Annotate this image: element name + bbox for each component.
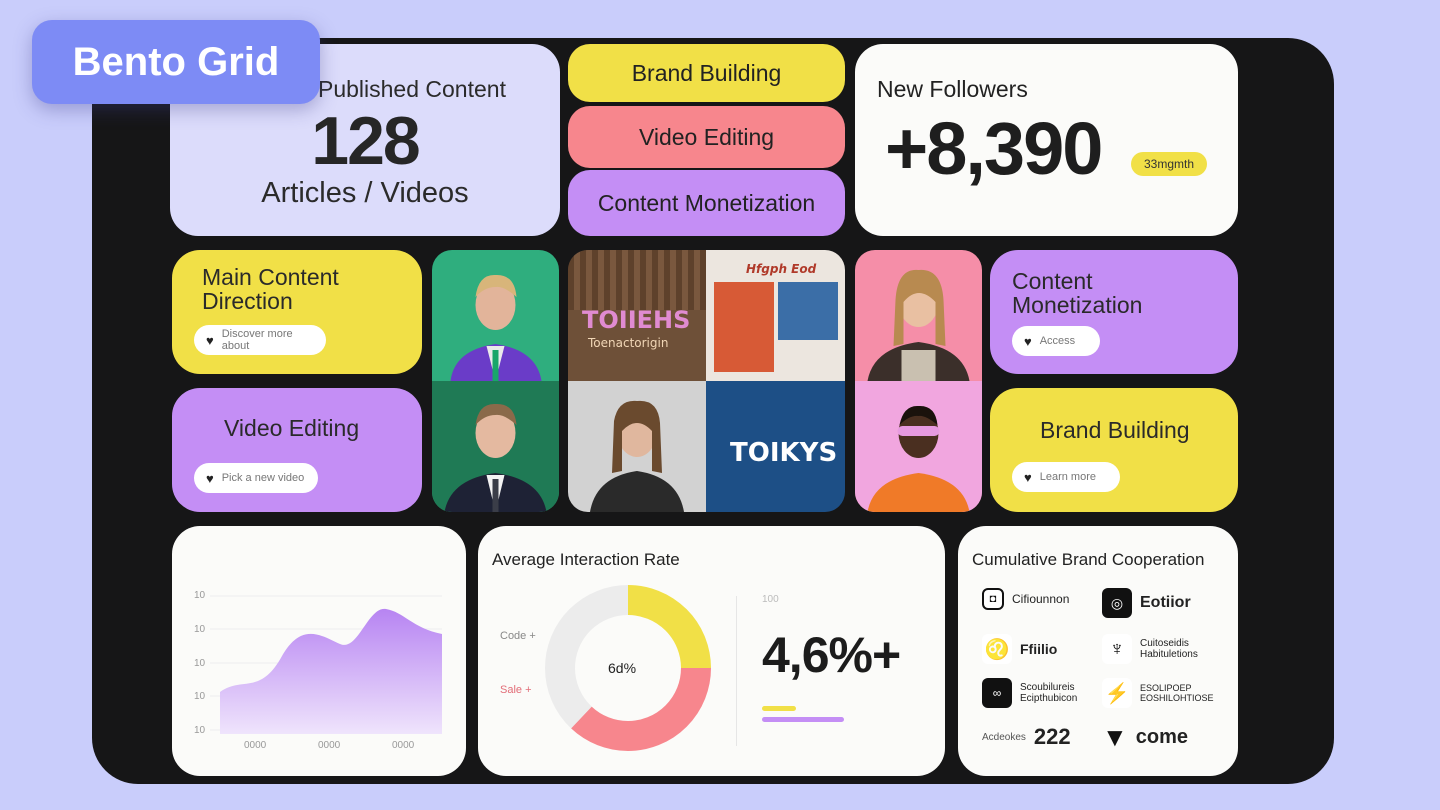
brand-logo: ▼ come bbox=[1102, 722, 1188, 752]
instagram-icon: ◎ bbox=[1102, 588, 1132, 618]
glasses-icon: ∞ bbox=[982, 678, 1012, 708]
followers-value: +8,390 bbox=[885, 107, 1103, 190]
brand-cooperation-card: Cumulative Brand Cooperation ◘ Cifiounno… bbox=[958, 526, 1238, 776]
brand-logo: Acdeokes 222 bbox=[982, 724, 1071, 749]
person-illustration bbox=[867, 269, 969, 381]
brand-logo: ∞ Scoubilureis Ecipthubicon bbox=[982, 678, 1090, 708]
content-monetization-chip[interactable]: ♥ Access bbox=[1012, 326, 1100, 356]
main-direction-chip[interactable]: ♥ Discover more about bbox=[194, 325, 326, 355]
x-tick: 0000 bbox=[244, 740, 267, 751]
content-mosaic: TOIIEHS Toenactorigin Hfgph Eod TOIKYS bbox=[568, 250, 845, 512]
brand-logo: ⚡ ESOLIPOEP EOSHILOHTIOSE bbox=[1102, 678, 1214, 708]
area-chart bbox=[210, 595, 442, 734]
person-illustration bbox=[590, 400, 684, 512]
donut-chart bbox=[545, 585, 711, 751]
person-illustration bbox=[450, 274, 541, 381]
interaction-title: Average Interaction Rate bbox=[492, 550, 680, 569]
brand-building-chip[interactable]: ♥ Learn more bbox=[1012, 462, 1120, 492]
video-editing-chip[interactable]: ♥ Pick a new video bbox=[194, 463, 318, 493]
chip-text: Discover more about bbox=[221, 328, 293, 352]
yellow-bar bbox=[762, 706, 796, 711]
donut-slice-pink bbox=[545, 585, 711, 751]
y-tick: 10 bbox=[194, 624, 206, 635]
lion-icon: ♌ bbox=[982, 634, 1012, 664]
brand-logo: ◘ Cifiounnon bbox=[982, 588, 1069, 610]
person-illustration bbox=[867, 405, 969, 512]
poster-subtitle: Toenactorigin bbox=[588, 336, 669, 350]
heart-icon: ♥ bbox=[206, 332, 214, 348]
bolt-icon: ⚡ bbox=[1102, 678, 1132, 708]
brand-logo: ♌ Ffiilio bbox=[982, 634, 1057, 664]
chip-text: Pick a new video bbox=[221, 472, 305, 484]
pill-brand-building[interactable]: Brand Building bbox=[568, 44, 845, 102]
video-editing-label: Video Editing bbox=[224, 415, 360, 441]
y-tick: 10 bbox=[194, 725, 206, 736]
brands-title: Cumulative Brand Cooperation bbox=[972, 550, 1205, 569]
brand-logo: ♆ Cuitoseidis Habituletions bbox=[1102, 634, 1210, 664]
main-direction-label: Main Content Direction bbox=[202, 264, 339, 314]
small-label: 100 bbox=[762, 594, 779, 605]
heart-icon: ♥ bbox=[1024, 333, 1032, 349]
person-illustration bbox=[444, 403, 546, 512]
portrait-woman-pink bbox=[855, 250, 982, 512]
legend-sale: Sale + bbox=[500, 684, 532, 696]
y-tick: 10 bbox=[194, 590, 206, 601]
pill-video-editing[interactable]: Video Editing bbox=[568, 106, 845, 168]
followers-title: New Followers bbox=[877, 76, 1028, 102]
heart-icon: ♥ bbox=[206, 470, 214, 486]
published-subtitle: Articles / Videos bbox=[261, 177, 469, 209]
heart-icon: ♥ bbox=[1024, 469, 1032, 485]
video-editing-card[interactable]: Video Editing ♥ Pick a new video bbox=[172, 388, 422, 512]
y-tick: 10 bbox=[194, 658, 206, 669]
main-direction-card[interactable]: Main Content Direction ♥ Discover more a… bbox=[172, 250, 422, 374]
donut-slice-gray bbox=[545, 585, 711, 751]
poster-title: TOIIEHS bbox=[582, 306, 691, 334]
shield-icon: ▼ bbox=[1102, 722, 1128, 752]
x-tick: 0000 bbox=[392, 740, 415, 751]
followers-tag: 33mgmth bbox=[1131, 152, 1207, 176]
brand-building-card[interactable]: Brand Building ♥ Learn more bbox=[990, 388, 1238, 512]
brand-logo: ◎ Eotiior bbox=[1102, 588, 1191, 618]
crest-icon: ♆ bbox=[1102, 634, 1132, 664]
area-series bbox=[220, 608, 442, 734]
interaction-value: 4,6%+ bbox=[762, 627, 901, 683]
chip-text: Learn more bbox=[1039, 471, 1096, 483]
divider bbox=[736, 596, 737, 746]
bento-grid-badge: Bento Grid bbox=[32, 20, 320, 104]
y-tick: 10 bbox=[194, 691, 206, 702]
poster-header: Hfgph Eod bbox=[746, 262, 817, 276]
new-followers-card: New Followers +8,390 33mgmth bbox=[855, 44, 1238, 236]
pill-content-monetization[interactable]: Content Monetization bbox=[568, 170, 845, 236]
donut-center-label: 6d% bbox=[608, 660, 637, 676]
chip-text: Access bbox=[1039, 335, 1076, 347]
camera-icon: ◘ bbox=[982, 588, 1004, 610]
portrait-man-purple-suit bbox=[432, 250, 559, 512]
legend-code: Code + bbox=[500, 630, 536, 642]
published-value: 128 bbox=[311, 103, 420, 179]
interaction-rate-card: Average Interaction Rate 6d% Code + Sale… bbox=[478, 526, 945, 776]
published-title: Published Content bbox=[318, 76, 506, 102]
area-chart-card: 10 10 10 10 10 0000 0000 0000 bbox=[172, 526, 466, 776]
purple-bar bbox=[762, 717, 844, 722]
poster-title-2: TOIKYS bbox=[730, 438, 838, 468]
content-monetization-card[interactable]: Content Monetization ♥ Access bbox=[990, 250, 1238, 374]
brand-building-label: Brand Building bbox=[1040, 417, 1190, 443]
x-tick: 0000 bbox=[318, 740, 341, 751]
content-monetization-label: Content Monetization bbox=[1012, 268, 1143, 318]
